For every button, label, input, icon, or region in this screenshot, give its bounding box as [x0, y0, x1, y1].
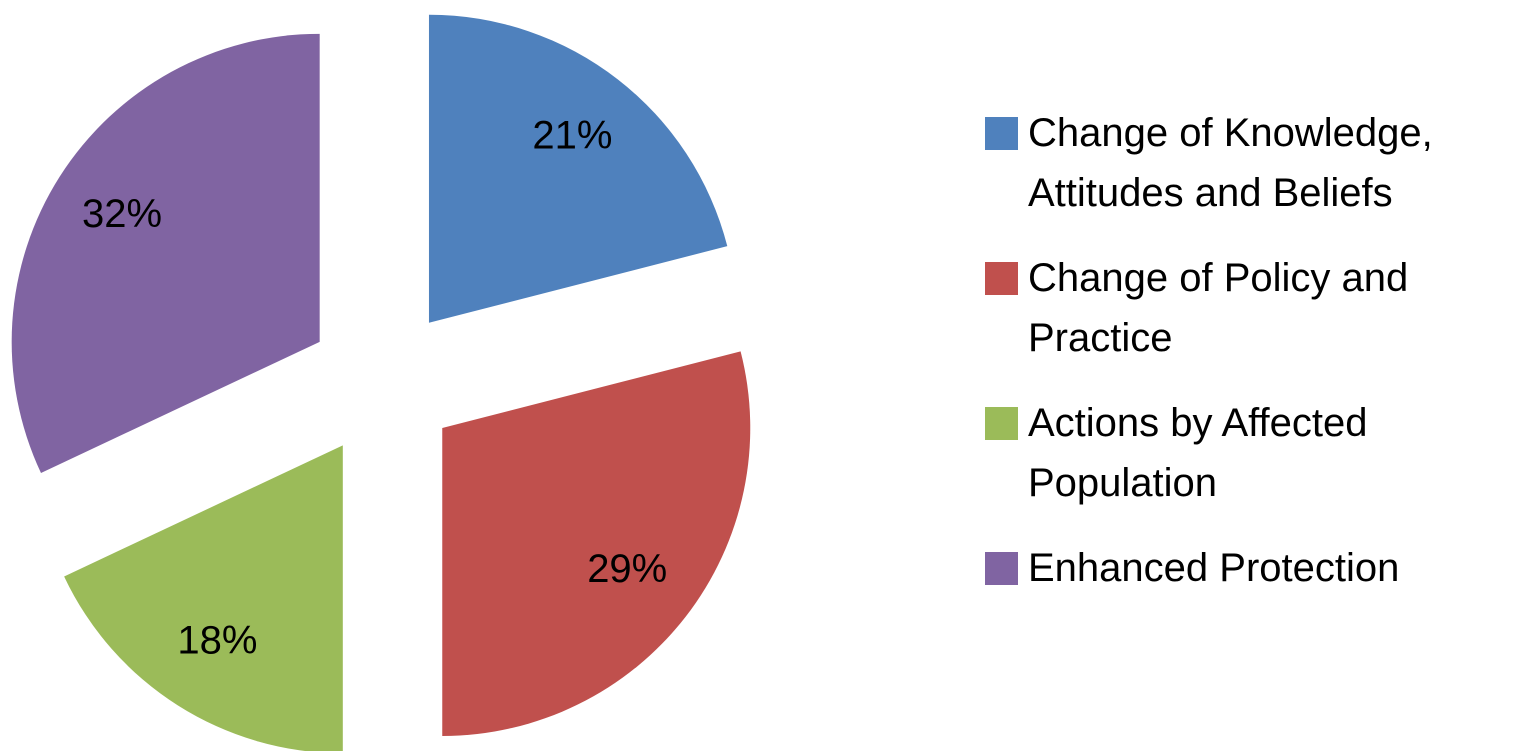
legend-label: Actions by Affected Population: [1028, 401, 1368, 505]
pie-area: 21% 29% 18% 32%: [11, 14, 751, 751]
data-label: 21%: [532, 113, 612, 157]
legend-label: Change of Knowledge, Attitudes and Belie…: [1028, 111, 1433, 215]
data-label: 32%: [82, 192, 162, 236]
legend-swatch: [985, 262, 1018, 295]
pie-slice: [428, 14, 728, 323]
data-label: 29%: [587, 547, 667, 591]
pie-slice: [64, 445, 343, 751]
data-label: 18%: [177, 619, 257, 663]
pie-slice: [11, 33, 320, 473]
legend-label: Change of Policy and Practice: [1028, 256, 1409, 360]
pie-slice: [442, 351, 751, 736]
legend-entry: Change of Knowledge, Attitudes and Belie…: [985, 103, 1520, 223]
legend-label: Enhanced Protection: [1028, 546, 1400, 590]
legend-entry: Actions by Affected Population: [985, 393, 1520, 513]
legend-swatch: [985, 117, 1018, 150]
legend-entry: Enhanced Protection: [985, 538, 1520, 598]
legend: Change of Knowledge, Attitudes and Belie…: [985, 103, 1520, 623]
legend-swatch: [985, 407, 1018, 440]
legend-entry: Change of Policy and Practice: [985, 248, 1520, 368]
legend-swatch: [985, 552, 1018, 585]
